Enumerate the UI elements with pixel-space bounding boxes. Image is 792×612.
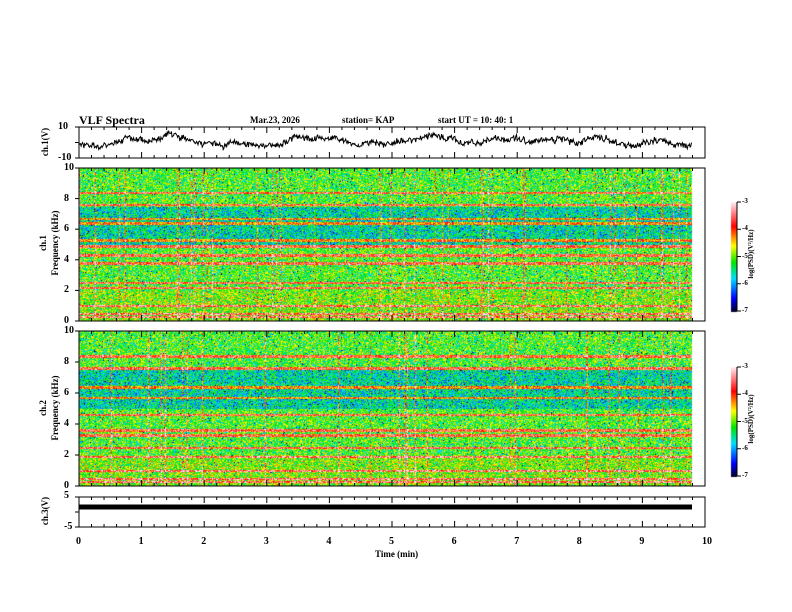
x-axis-label: Time (min) xyxy=(375,549,419,559)
start-time-label: start UT = 10: 40: 1 xyxy=(438,115,514,125)
x-tick-label: 0 xyxy=(76,536,81,547)
x-tick-label: 6 xyxy=(451,536,457,547)
x-tick-label: 4 xyxy=(326,536,332,547)
panel-frame xyxy=(78,167,706,322)
x-tick-label: 7 xyxy=(514,536,520,547)
x-tick-label: 2 xyxy=(201,536,207,547)
ch1-spec-ylabel: Frequency (kHz) xyxy=(50,210,60,276)
y-tick-label: 6 xyxy=(64,223,69,235)
colorbar-tick-label: -7 xyxy=(742,471,748,479)
y-tick-label: 4 xyxy=(64,253,69,265)
colorbar-tick-label: -6 xyxy=(742,443,748,452)
colorbar2-label: log(PSD)(V²/Hz) xyxy=(747,394,755,444)
colorbar-tick-label: -3 xyxy=(742,362,748,370)
x-tick-label: 9 xyxy=(639,536,645,547)
colorbar-tick-label: -7 xyxy=(742,306,748,314)
y-tick-label: 0 xyxy=(64,315,69,326)
y-tick-label: -5 xyxy=(64,521,73,532)
panel-frame xyxy=(78,330,706,487)
ch1-spec-ylabel-top: ch.1 xyxy=(38,235,48,251)
colorbar-tick-label: -3 xyxy=(742,197,748,205)
ch1-ylabel: ch.1(V) xyxy=(40,127,50,157)
date-label: Mar.23, 2026 xyxy=(250,115,300,125)
colorbar-tick-label: -4 xyxy=(742,224,748,233)
y-tick-label: 10 xyxy=(58,121,68,132)
colorbar-tick-label: -5 xyxy=(742,251,748,260)
x-tick-label: 1 xyxy=(138,536,144,547)
y-tick-label: 4 xyxy=(64,418,69,429)
y-tick-label: 2 xyxy=(64,449,69,460)
colorbar-tick-label: -6 xyxy=(742,278,748,287)
y-tick-label: 5 xyxy=(64,490,69,501)
x-tick-label: 3 xyxy=(263,536,269,547)
y-tick-label: 10 xyxy=(64,325,74,336)
y-tick-label: 8 xyxy=(64,356,69,367)
figure-title: VLF Spectra xyxy=(79,113,145,127)
y-tick-label: 0 xyxy=(64,480,69,491)
x-tick-label: 10 xyxy=(702,536,712,547)
y-tick-label: -10 xyxy=(58,152,72,163)
colorbar1-label: log(PSD)(V²/Hz) xyxy=(747,229,755,279)
y-tick-label: 2 xyxy=(64,284,69,296)
ch2-spec-ylabel: Frequency (kHz) xyxy=(50,375,60,441)
colorbar-tick-label: -4 xyxy=(742,389,748,398)
y-tick-label: 6 xyxy=(64,387,69,398)
ch1-waveform-line xyxy=(78,130,692,152)
station-label: station= KAP xyxy=(342,115,395,125)
y-tick-label: 8 xyxy=(64,192,69,204)
ch3-waveform-line xyxy=(79,504,692,510)
colorbar-tick-label: -5 xyxy=(742,416,748,425)
x-tick-label: 8 xyxy=(576,536,582,547)
ch3-ylabel: ch.3(V) xyxy=(40,496,50,526)
y-tick-label: 10 xyxy=(64,162,74,173)
ch2-spec-ylabel-top: ch.2 xyxy=(38,400,48,416)
x-tick-label: 5 xyxy=(389,536,394,547)
